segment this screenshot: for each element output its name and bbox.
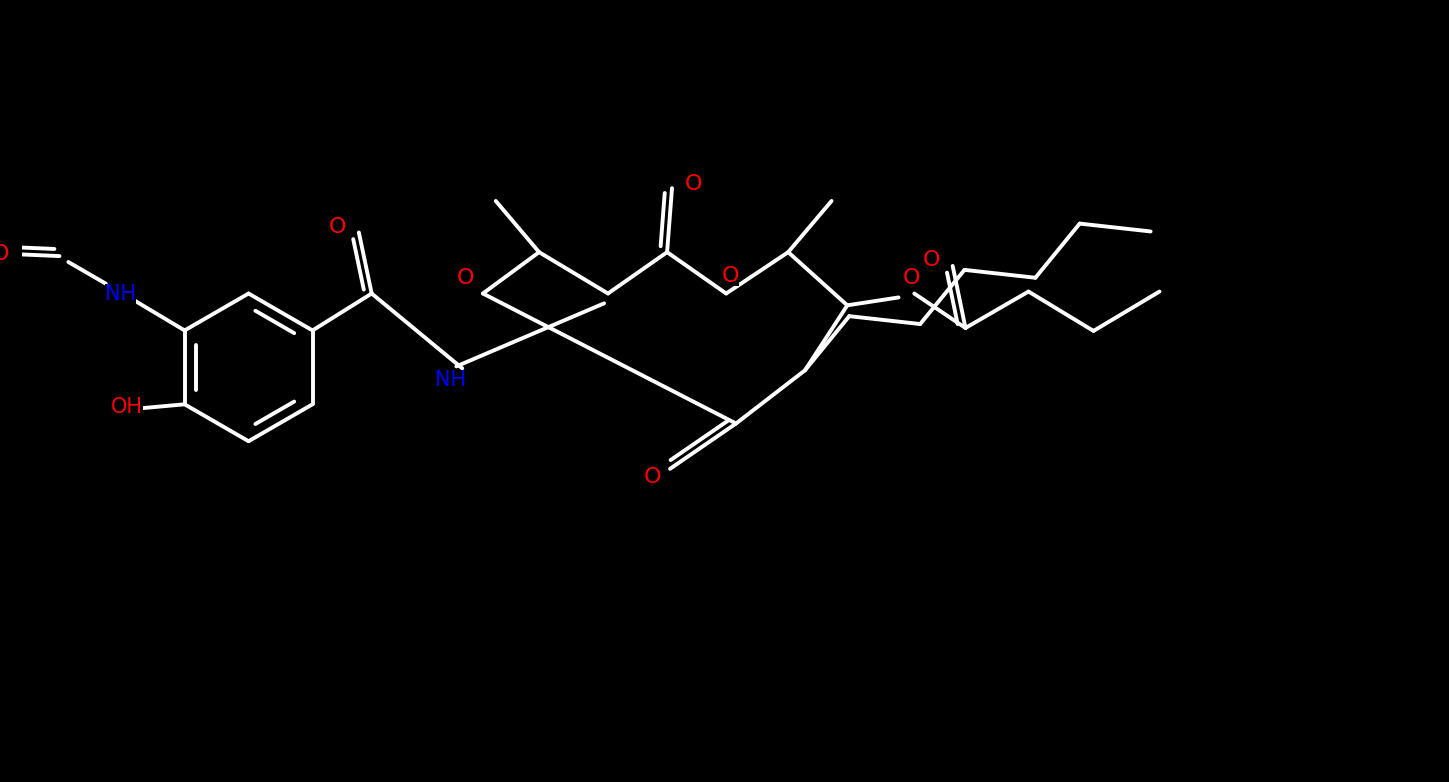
Text: O: O	[329, 217, 346, 236]
Text: O: O	[922, 250, 940, 270]
Text: OH: OH	[110, 397, 142, 418]
Text: O: O	[643, 467, 661, 486]
Text: O: O	[685, 174, 703, 194]
Text: O: O	[903, 267, 920, 288]
Text: O: O	[722, 266, 739, 285]
Text: NH: NH	[435, 370, 467, 390]
Text: O: O	[0, 244, 9, 264]
Text: NH: NH	[104, 284, 136, 303]
Text: O: O	[456, 267, 474, 288]
